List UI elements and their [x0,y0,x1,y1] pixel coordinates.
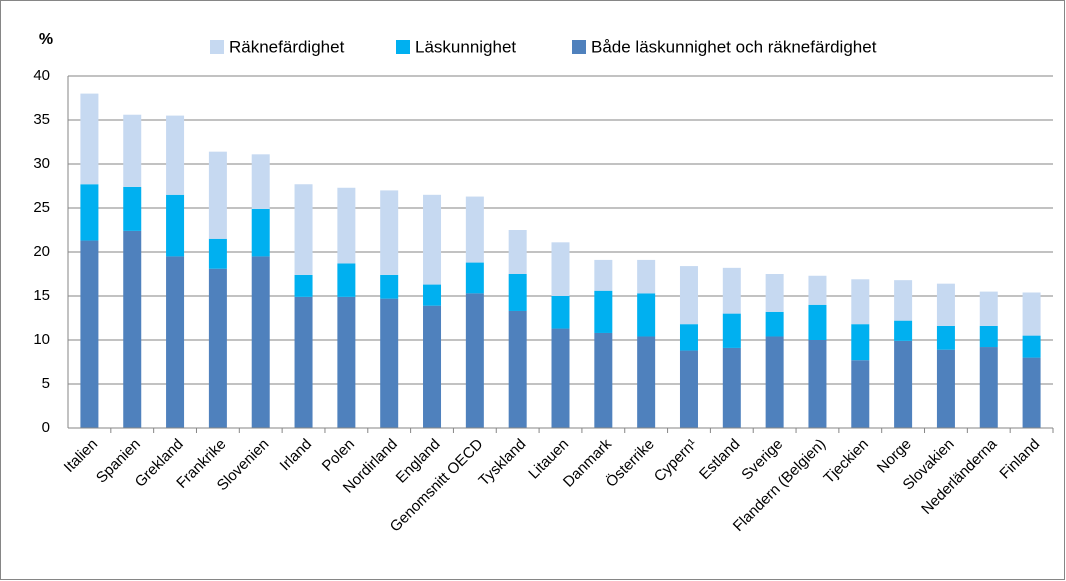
bar-segment [123,186,142,231]
bar-segment [465,196,484,263]
bar-segment [80,93,99,185]
bar-segment [979,325,998,348]
bar-segment [1022,357,1041,428]
bar-segment [679,350,698,428]
bar-segment [294,296,313,428]
bar-segment [166,115,185,195]
y-tick-label: 25 [33,199,50,216]
bar-segment [765,336,784,428]
bar-segment [551,328,570,428]
bar-segment [679,324,698,351]
legend-label: Både läskunnighet och räknefärdighet [591,37,877,56]
bar-segment [208,238,227,269]
bar-segment [637,259,656,294]
bar-segment [166,194,185,257]
bar-segment [722,347,741,428]
y-tick-label: 30 [33,155,50,172]
y-tick-label: 35 [33,111,50,128]
bar-segment [894,320,913,341]
bar-segment [551,296,570,329]
y-axis-label: % [39,31,53,48]
bar-segment [765,311,784,337]
bar-segment [808,275,827,305]
bar-segment [679,266,698,325]
bar-segment [851,360,870,428]
y-tick-label: 20 [33,243,50,260]
bar-segment [80,240,99,428]
bar-segment [594,259,613,291]
bar-segment [765,274,784,312]
bar-segment [337,187,356,264]
bar-segment [208,151,227,239]
bar-segment [936,325,955,350]
bar-segment [808,304,827,340]
y-tick-label: 0 [42,419,50,436]
bar-segment [251,154,270,209]
bar-segment [979,291,998,326]
bar-segment [808,340,827,428]
bar-segment [294,274,313,297]
bar-segment [936,349,955,428]
bar-segment [251,256,270,428]
bar-segment [423,194,442,285]
legend-swatch [572,40,586,54]
bar-segment [851,279,870,325]
y-tick-label: 10 [33,331,50,348]
bar-segment [637,336,656,428]
bar-segment [508,230,527,274]
bar-segment [979,347,998,428]
bar-segment [594,332,613,428]
bar-segment [123,230,142,428]
bar-segment [80,184,99,241]
bar-segment [380,190,399,275]
bar-segment [894,280,913,321]
bar-segment [722,267,741,314]
bar-segment [123,114,142,187]
bar-segment [294,184,313,275]
bar-segment [894,340,913,428]
legend-label: Läskunnighet [415,37,516,56]
y-tick-label: 15 [33,287,50,304]
bar-segment [594,290,613,333]
bar-segment [722,313,741,348]
bar-segment [465,293,484,428]
legend-swatch [396,40,410,54]
bar-segment [465,262,484,294]
y-tick-label: 5 [42,375,50,392]
bar-segment [1022,335,1041,358]
bar-segment [551,242,570,296]
bar-segment [423,284,442,306]
bar-segment [166,256,185,428]
bar-segment [423,305,442,428]
bar-segment [936,283,955,326]
bar-segment [637,293,656,337]
bar-segment [508,310,527,428]
bar-segment [380,274,399,299]
y-tick-label: 40 [33,67,50,84]
bar-segment [208,268,227,428]
bar-segment [337,263,356,297]
bar-segment [337,296,356,428]
bar-segment [251,208,270,257]
legend-label: Räknefärdighet [229,37,345,56]
bar-segment [1022,292,1041,336]
bar-segment [508,274,527,311]
bar-segment [851,324,870,361]
legend-swatch [210,40,224,54]
bar-segment [380,298,399,428]
